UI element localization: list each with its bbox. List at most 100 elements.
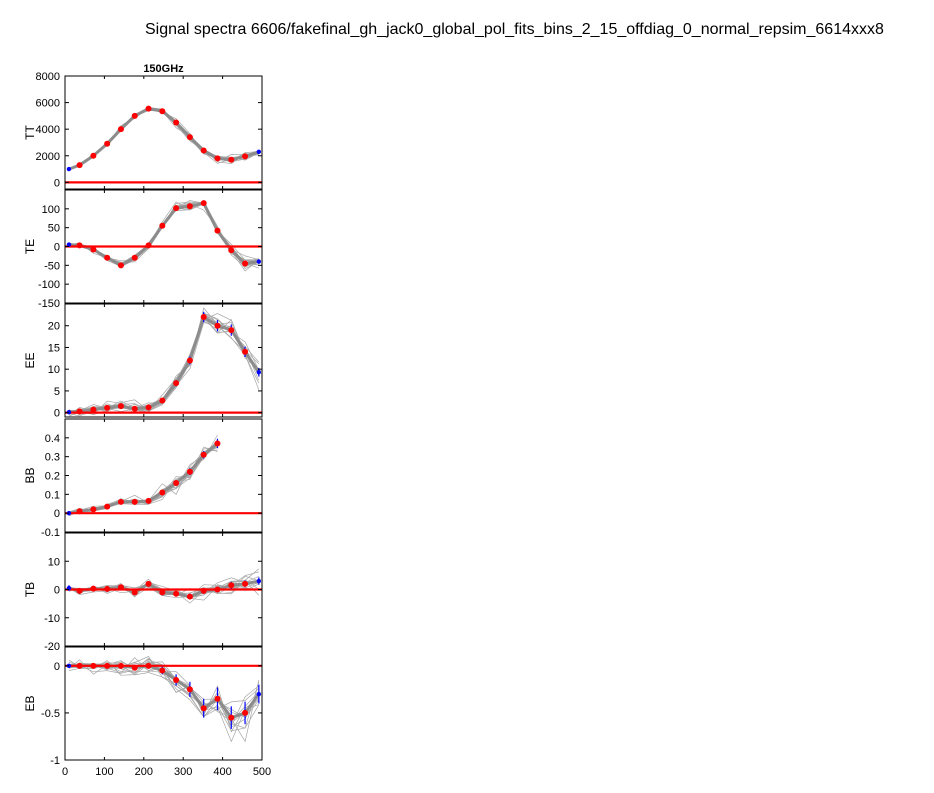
ytick-label: 0.2 <box>45 471 60 483</box>
panel-ee: 0 5 10 15 20 EE <box>23 303 263 420</box>
data-point <box>117 584 124 591</box>
ytick-label: 100 <box>42 204 60 216</box>
xtick-label: 400 <box>213 766 231 778</box>
ylabel: BB <box>23 467 37 483</box>
data-point <box>242 709 249 716</box>
ytick-label: -100 <box>38 279 60 291</box>
data-point <box>159 667 166 674</box>
xtick-label: 200 <box>135 766 153 778</box>
data-point <box>117 403 124 410</box>
data-point <box>90 506 97 513</box>
data-point <box>186 357 193 364</box>
ytick-label: 2000 <box>36 151 60 163</box>
data-point <box>117 262 124 269</box>
sim-realization <box>68 201 259 266</box>
data-point <box>242 580 249 587</box>
plot-area <box>65 656 262 743</box>
sim-realization <box>68 446 218 513</box>
data-point <box>173 676 180 683</box>
sim-realization <box>68 203 260 272</box>
ytick-label: -10 <box>44 613 60 625</box>
data-points <box>66 200 262 269</box>
data-point <box>76 408 83 415</box>
sim-realization <box>68 202 259 269</box>
ytick-label: 5 <box>54 386 60 398</box>
data-point <box>159 397 166 404</box>
ytick-label: 0 <box>54 408 60 420</box>
data-point <box>214 322 221 329</box>
data-point <box>200 587 207 594</box>
panels: 02000400060008000TT-150-100-50050100TE05… <box>23 71 271 778</box>
data-points <box>66 577 262 600</box>
data-points <box>66 662 262 729</box>
ytick-label: 8000 <box>36 71 60 83</box>
ytick-label: 0.3 <box>45 452 60 464</box>
panel-tt: 0 2000 4000 6000 8000 TT <box>23 71 263 190</box>
data-point <box>90 406 97 413</box>
ytick-label: 6000 <box>36 98 60 110</box>
data-points <box>66 105 262 172</box>
sim-realization <box>68 201 259 267</box>
ytick-label: 10 <box>48 556 60 568</box>
plot-area <box>65 307 262 417</box>
sim-realization <box>68 202 259 270</box>
data-point <box>228 247 235 254</box>
ytick-label: 15 <box>48 342 60 354</box>
sim-realization <box>68 203 259 268</box>
ylabel: EB <box>23 695 37 711</box>
simulation-lines <box>68 434 218 517</box>
data-point <box>117 498 124 505</box>
panel-frame <box>64 303 263 418</box>
data-point <box>228 714 235 721</box>
panel-tb: -20 -10 0 10 TB <box>23 532 263 653</box>
ytick-label: 0 <box>54 508 60 520</box>
data-point <box>145 497 152 504</box>
ytick-label: 0 <box>54 585 60 597</box>
panel-bb: -0.1 0 0.1 0.2 0.3 0.4 BB <box>23 418 263 539</box>
data-point <box>228 156 235 163</box>
sim-mean-band <box>68 201 259 267</box>
data-point <box>256 259 262 264</box>
data-point <box>214 586 221 593</box>
ytick-label: -0.1 <box>41 527 60 539</box>
data-points <box>66 311 262 415</box>
plot-area <box>65 200 262 272</box>
data-point <box>186 686 193 693</box>
data-point <box>228 582 235 589</box>
data-point <box>104 503 111 510</box>
data-point <box>186 203 193 210</box>
data-point <box>66 166 72 172</box>
plot-area <box>65 105 262 184</box>
data-point <box>200 147 207 154</box>
data-point <box>104 585 111 592</box>
data-point <box>173 480 180 487</box>
panel-frame <box>64 646 263 761</box>
ytick-label: 10 <box>48 364 60 376</box>
sim-realization <box>68 447 218 514</box>
ytick-label: -20 <box>44 641 60 653</box>
data-point <box>214 440 221 447</box>
xtick-label: 500 <box>253 766 271 778</box>
ytick-label: 0.1 <box>45 489 60 501</box>
sim-realization <box>68 203 259 264</box>
simulation-lines <box>68 200 260 272</box>
ylabel: TB <box>23 582 37 597</box>
data-point <box>214 227 221 234</box>
data-point <box>117 126 124 133</box>
data-point <box>131 405 138 412</box>
data-point <box>200 200 207 207</box>
sim-realization <box>68 201 259 268</box>
figure-suptitle: Signal spectra 6606/fakefinal_gh_jack0_g… <box>145 21 884 38</box>
data-point <box>76 662 83 669</box>
data-point <box>131 664 138 671</box>
ytick-label: 0 <box>54 661 60 673</box>
data-point <box>159 108 166 115</box>
data-point <box>159 489 166 496</box>
data-point <box>159 222 166 229</box>
panel-frame <box>64 75 263 190</box>
data-point <box>104 254 111 261</box>
xtick-label: 0 <box>62 766 68 778</box>
data-point <box>145 580 152 587</box>
data-point <box>131 498 138 505</box>
data-point <box>76 242 83 249</box>
